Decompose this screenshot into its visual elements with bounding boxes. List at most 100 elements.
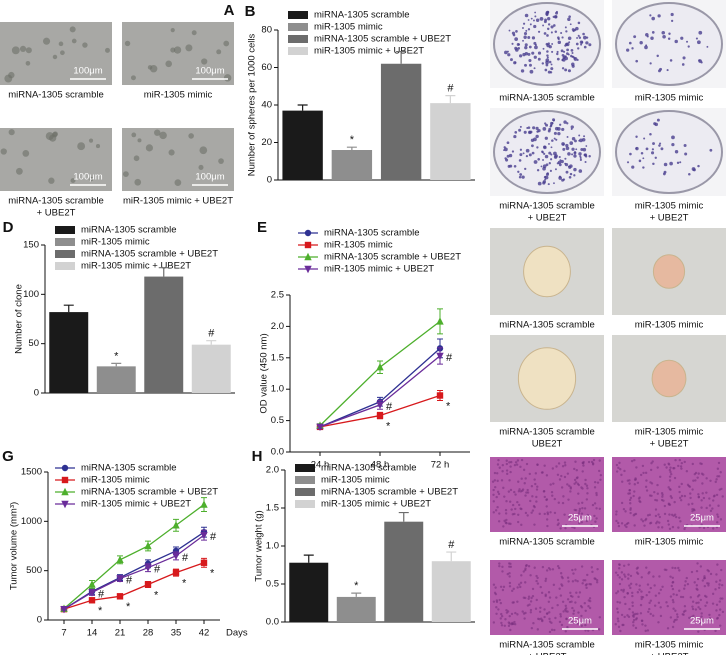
marker xyxy=(144,541,152,550)
texture xyxy=(526,491,530,494)
texture xyxy=(578,591,582,594)
colony xyxy=(533,24,537,29)
marker xyxy=(144,564,152,572)
colony xyxy=(566,135,569,138)
texture xyxy=(669,575,672,578)
texture xyxy=(550,628,554,632)
texture xyxy=(498,466,501,469)
texture xyxy=(631,611,635,614)
tumor xyxy=(652,254,686,289)
texture xyxy=(719,471,722,474)
legend-label: miR-1305 mimic + UBE2T xyxy=(81,499,191,510)
legend-label: miR-1305 mimic xyxy=(321,475,390,486)
texture xyxy=(82,42,88,48)
texture xyxy=(662,499,665,502)
texture xyxy=(560,623,564,627)
texture xyxy=(518,488,521,491)
texture xyxy=(95,144,101,149)
texture xyxy=(718,583,721,586)
colony xyxy=(565,170,569,174)
texture xyxy=(519,581,523,584)
legend-swatch xyxy=(288,47,308,55)
texture xyxy=(506,572,509,576)
colony xyxy=(506,50,509,53)
texture xyxy=(678,490,681,494)
texture xyxy=(582,464,585,467)
colony xyxy=(651,31,655,34)
texture xyxy=(711,507,714,510)
texture xyxy=(508,500,512,503)
colony xyxy=(548,151,552,155)
error-bar xyxy=(158,267,169,277)
point-label: # xyxy=(154,564,161,576)
colony xyxy=(585,145,588,147)
texture xyxy=(551,606,554,610)
legend-label: miRNA-1305 scramble + UBE2T xyxy=(314,34,451,45)
texture xyxy=(707,584,710,587)
texture xyxy=(520,574,523,577)
texture xyxy=(519,585,522,589)
colony xyxy=(522,22,526,25)
texture xyxy=(497,492,501,496)
colony xyxy=(543,175,547,179)
texture xyxy=(717,475,721,478)
texture xyxy=(548,611,551,614)
texture xyxy=(697,630,700,633)
texture xyxy=(692,614,695,618)
texture xyxy=(620,613,624,617)
texture xyxy=(504,618,507,621)
texture xyxy=(579,515,582,519)
annotation: * xyxy=(350,134,355,146)
colony xyxy=(679,161,682,164)
texture xyxy=(595,517,598,520)
texture xyxy=(530,596,533,600)
texture xyxy=(657,601,661,604)
texture xyxy=(508,622,511,625)
texture xyxy=(505,499,508,503)
texture xyxy=(618,582,622,586)
colony xyxy=(645,44,648,47)
y-tick-label: 0.5 xyxy=(266,579,279,590)
texture xyxy=(634,612,637,616)
colony xyxy=(575,26,579,31)
texture xyxy=(635,617,638,620)
colony xyxy=(545,123,549,127)
colony xyxy=(573,57,578,61)
texture xyxy=(677,464,680,468)
colony xyxy=(527,36,531,40)
texture xyxy=(560,486,564,489)
texture xyxy=(159,131,167,140)
legend-label: miR-1305 mimic + UBE2T xyxy=(321,499,431,510)
texture xyxy=(619,468,622,471)
texture xyxy=(631,601,634,604)
texture xyxy=(616,617,620,620)
texture xyxy=(639,473,643,477)
texture xyxy=(528,603,531,606)
bar xyxy=(282,110,323,180)
colony xyxy=(549,169,552,172)
texture xyxy=(560,575,564,579)
texture xyxy=(699,598,703,602)
texture xyxy=(632,494,635,498)
texture xyxy=(165,60,172,68)
colony xyxy=(555,138,558,141)
colony xyxy=(571,153,574,156)
colony xyxy=(545,63,549,67)
texture xyxy=(720,487,723,491)
texture xyxy=(576,580,579,583)
texture xyxy=(509,488,513,492)
texture xyxy=(697,472,700,475)
colony xyxy=(535,126,539,130)
texture xyxy=(548,596,552,599)
texture xyxy=(22,150,30,157)
colony xyxy=(546,54,549,57)
texture xyxy=(716,515,720,518)
colony xyxy=(522,27,524,29)
colony xyxy=(544,68,548,72)
texture xyxy=(620,578,624,581)
colony xyxy=(697,40,701,45)
texture xyxy=(509,470,512,474)
caption: miRNA-1305 scramble xyxy=(499,427,595,438)
texture xyxy=(623,524,627,527)
texture xyxy=(492,621,496,624)
